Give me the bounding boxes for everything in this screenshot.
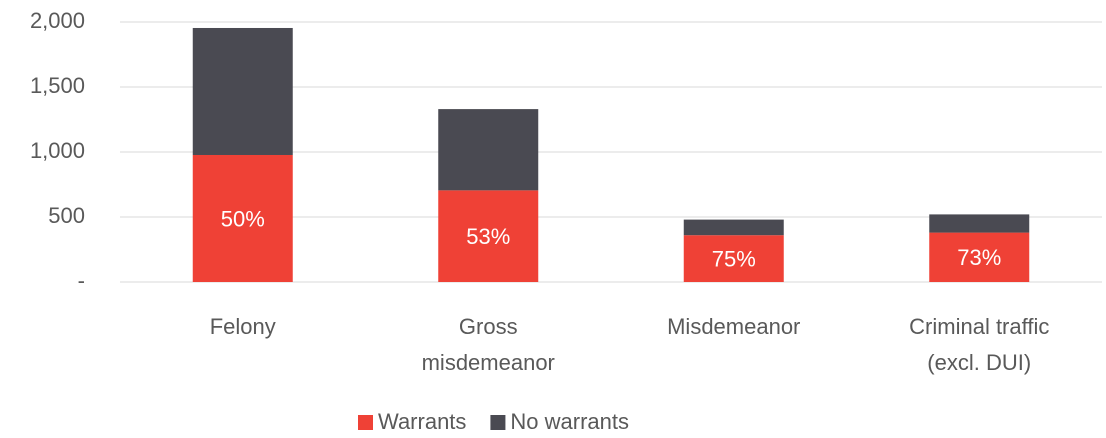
- y-tick-label: 1,000: [30, 138, 85, 163]
- legend-label: No warrants: [510, 409, 629, 434]
- legend-label: Warrants: [378, 409, 466, 434]
- y-tick-label: 2,000: [30, 8, 85, 33]
- bar-segment: [192, 27, 293, 155]
- share-label: 73%: [957, 245, 1001, 270]
- bar-segment: [438, 109, 539, 191]
- y-tick-label: 1,500: [30, 73, 85, 98]
- y-tick-label: -: [78, 268, 85, 293]
- bar-segment: [192, 154, 293, 282]
- legend-swatch: [358, 415, 373, 430]
- share-label: 50%: [221, 206, 265, 231]
- x-tick-label: misdemeanor: [422, 350, 555, 375]
- legend-swatch: [490, 415, 506, 430]
- bar-segment: [929, 232, 1030, 282]
- bar-segment: [438, 190, 539, 282]
- bar-segment: [683, 235, 784, 282]
- x-tick-label: Criminal traffic: [909, 314, 1049, 339]
- x-tick-label: Gross: [459, 314, 518, 339]
- bar-segment: [929, 214, 1030, 233]
- y-tick-label: 500: [48, 203, 85, 228]
- share-label: 53%: [466, 224, 510, 249]
- share-label: 75%: [712, 246, 756, 271]
- x-tick-label: Misdemeanor: [667, 314, 800, 339]
- x-tick-label: Felony: [210, 314, 276, 339]
- x-tick-label: (excl. DUI): [927, 350, 1031, 375]
- bar-segment: [683, 219, 784, 236]
